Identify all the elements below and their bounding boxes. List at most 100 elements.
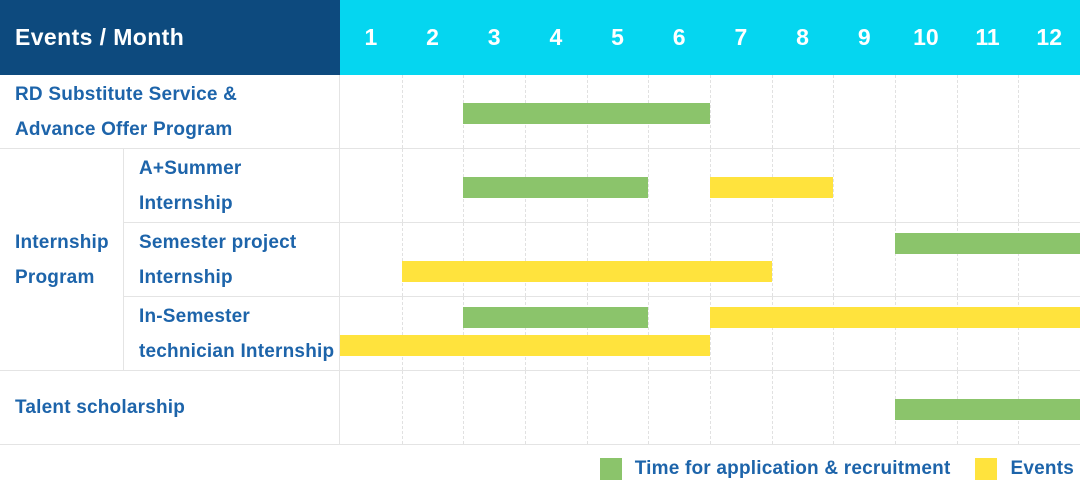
row-chart-area <box>340 223 1080 296</box>
month-gridline <box>648 371 650 444</box>
legend-label-events: Events <box>1010 458 1074 479</box>
gantt-row: A+Summer Internship <box>124 149 1080 223</box>
gantt-table: Events / Month 1 2 3 4 5 6 7 8 9 10 11 12 RD Substi… <box>0 0 1080 445</box>
label-line: RD Substitute Service & <box>15 83 238 105</box>
month-label: 3 <box>487 24 501 50</box>
month-label: 6 <box>672 24 686 50</box>
month-gridline <box>525 297 526 370</box>
month-label: 12 <box>1036 24 1063 50</box>
month-gridline <box>956 75 958 148</box>
month-label: 8 <box>796 24 809 50</box>
gantt-bar-green <box>463 102 710 124</box>
month-label: 4 <box>549 24 563 50</box>
month-gridline <box>771 75 773 148</box>
gantt-bar-green <box>463 176 649 198</box>
label-line: Talent scholarship <box>15 397 186 418</box>
row-chart-area <box>340 297 1080 370</box>
month-gridline <box>648 223 650 296</box>
month-gridline <box>710 223 711 296</box>
label-line: Internship <box>15 231 109 253</box>
month-gridline <box>525 371 526 444</box>
month-gridline <box>401 223 403 296</box>
month-gridline <box>710 371 711 444</box>
month-gridline <box>833 223 835 296</box>
month-gridline <box>401 75 403 148</box>
label-line: In-Semester <box>139 305 250 327</box>
row-label: Semester project Internship <box>124 223 340 296</box>
label-line: Internship <box>139 266 233 288</box>
month-gridline <box>956 149 958 222</box>
month-gridline <box>895 297 896 370</box>
legend-swatch-yellow <box>975 458 998 480</box>
month-gridline <box>648 297 650 370</box>
legend-item-events: Events <box>975 458 1074 480</box>
group-label: Internship Program <box>0 149 124 371</box>
month-gridline <box>1018 149 1020 222</box>
gantt-body: RD Substitute Service & Advance Offer Pro… <box>0 75 1080 445</box>
month-header-row: 1 2 3 4 5 6 7 8 9 10 11 12 <box>340 0 1080 75</box>
month-gridline <box>956 223 958 296</box>
gantt-bar-yellow <box>340 335 710 356</box>
month-label: 1 <box>364 24 378 50</box>
month-gridline <box>463 371 465 444</box>
month-gridline <box>401 149 403 222</box>
gantt-bar-green <box>895 233 1080 254</box>
month-label: 10 <box>913 24 939 50</box>
label-line: Advance Offer Program <box>15 118 233 140</box>
label-line: Internship <box>139 192 233 214</box>
month-gridline <box>771 297 773 370</box>
month-gridline <box>1018 75 1020 148</box>
month-label: 11 <box>975 24 1000 50</box>
gantt-row: In-Semester technician Internship <box>124 297 1080 371</box>
gantt-group: Internship Program A+Summer Internship Semes… <box>0 149 1080 371</box>
month-gridline <box>401 297 403 370</box>
month-gridline <box>586 223 588 296</box>
gantt-bar-yellow <box>710 307 1080 328</box>
gantt-bar-yellow <box>710 176 834 198</box>
label-line: A+Summer <box>139 157 242 179</box>
month-gridline <box>710 75 711 148</box>
month-label: 9 <box>857 24 871 50</box>
month-gridline <box>648 149 650 222</box>
gantt-bar-green <box>463 307 649 328</box>
group-rows: A+Summer Internship Semester project Intern… <box>124 149 1080 371</box>
table-header-row: Events / Month 1 2 3 4 5 6 7 8 9 10 11 12 <box>0 0 1080 75</box>
table-header-title: Events / Month <box>0 0 340 75</box>
row-label: A+Summer Internship <box>124 149 340 222</box>
label-line: technician Internship <box>139 340 335 362</box>
gantt-row: Semester project Internship <box>124 223 1080 297</box>
month-gridline <box>895 149 896 222</box>
month-gridline <box>833 371 835 444</box>
month-gridline <box>833 149 835 222</box>
gantt-bar-green <box>895 398 1080 420</box>
row-chart-area <box>340 75 1080 148</box>
label-line: Program <box>15 266 95 288</box>
month-gridline <box>1018 223 1020 296</box>
gantt-row: Talent scholarship <box>0 371 1080 445</box>
month-gridline <box>895 75 896 148</box>
row-chart-area <box>340 149 1080 222</box>
gantt-row: RD Substitute Service & Advance Offer Pro… <box>0 75 1080 149</box>
month-gridline <box>401 371 403 444</box>
gantt-bar-yellow <box>401 261 772 282</box>
month-gridline <box>586 297 588 370</box>
month-gridline <box>956 297 958 370</box>
row-chart-area <box>340 371 1080 444</box>
month-label: 2 <box>426 24 439 50</box>
row-label: In-Semester technician Internship <box>124 297 340 370</box>
month-gridline <box>895 223 896 296</box>
month-gridline <box>586 371 588 444</box>
month-label: 5 <box>611 24 624 50</box>
month-gridline <box>833 75 835 148</box>
label-line: Semester project <box>139 231 297 253</box>
month-gridline <box>771 371 773 444</box>
month-gridline <box>525 223 526 296</box>
month-gridline <box>1018 297 1020 370</box>
month-gridline <box>833 297 835 370</box>
legend-swatch-green <box>599 458 622 480</box>
month-gridline <box>463 297 465 370</box>
legend: Time for application & recruitment Event… <box>0 458 1080 480</box>
month-gridline <box>771 223 773 296</box>
row-label: RD Substitute Service & Advance Offer Pro… <box>0 75 340 148</box>
